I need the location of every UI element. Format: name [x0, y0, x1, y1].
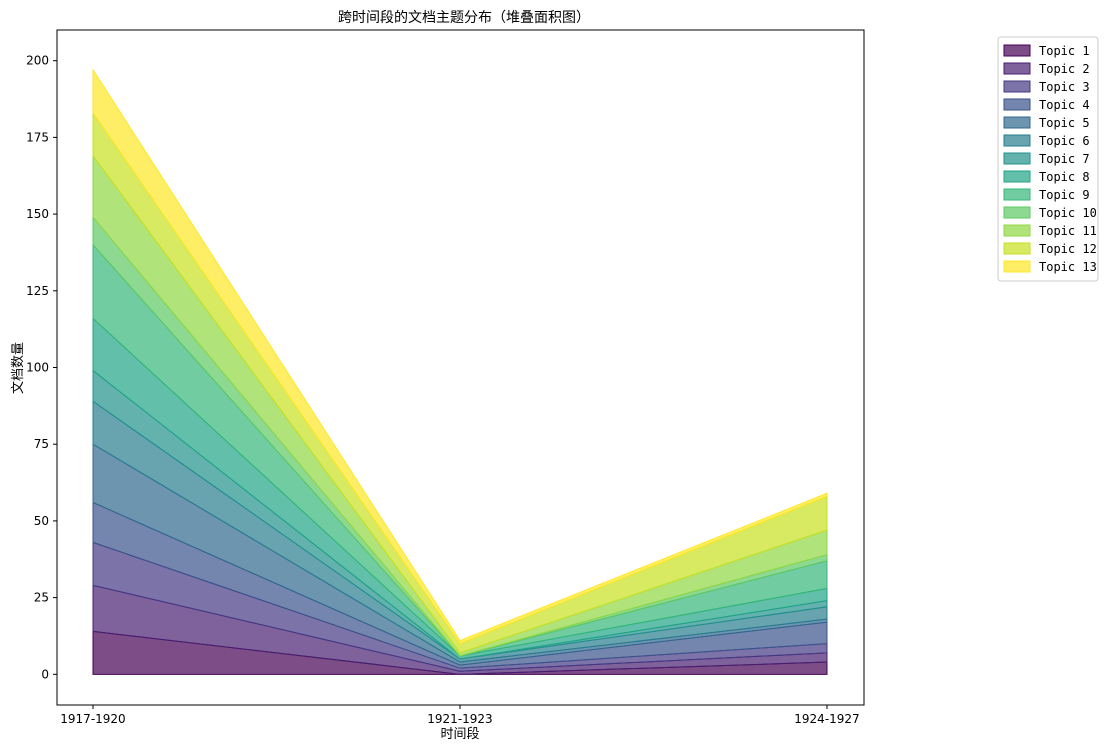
legend-label-topic-5: Topic 5 [1039, 116, 1090, 130]
legend-swatch-topic-3 [1003, 80, 1031, 93]
chart-title: 跨时间段的文档主题分布（堆叠面积图） [338, 10, 590, 26]
legend-swatch-topic-2 [1003, 62, 1031, 75]
legend-swatch-topic-7 [1003, 152, 1031, 165]
legend: Topic 1 Topic 2 Topic 3 Topic 4 Topic 5 Topic… [997, 36, 1099, 282]
legend-swatch-topic-5 [1003, 116, 1031, 129]
y-tick-label: 200 [26, 54, 49, 68]
area-topic-13 [92, 68, 828, 645]
x-tick-label: 1921-1923 [427, 712, 492, 726]
legend-swatch-topic-11 [1003, 224, 1031, 237]
legend-label-topic-7: Topic 7 [1039, 152, 1090, 166]
y-tick-label: 125 [26, 284, 49, 298]
y-axis: 0 25 50 75 100 125 150 175 200 [26, 54, 57, 681]
x-axis: 1917-1920 1921-1923 1924-1927 [60, 705, 860, 726]
area-layers [92, 68, 828, 675]
legend-label-topic-9: Topic 9 [1039, 188, 1090, 202]
y-axis-label: 文档数量 [11, 342, 26, 394]
y-tick-label: 0 [41, 667, 49, 681]
legend-label-topic-3: Topic 3 [1039, 80, 1090, 94]
legend-swatch-topic-9 [1003, 188, 1031, 201]
legend-label-topic-1: Topic 1 [1039, 44, 1090, 58]
legend-label-topic-6: Topic 6 [1039, 134, 1090, 148]
legend-label-topic-8: Topic 8 [1039, 170, 1090, 184]
y-tick-label: 100 [26, 361, 49, 375]
y-tick-label: 175 [26, 130, 49, 144]
legend-swatch-topic-6 [1003, 134, 1031, 147]
x-tick-label: 1917-1920 [60, 712, 125, 726]
x-axis-label: 时间段 [440, 727, 479, 742]
legend-label-topic-2: Topic 2 [1039, 62, 1090, 76]
legend-swatch-topic-8 [1003, 170, 1031, 183]
y-tick-label: 50 [34, 514, 49, 528]
legend-swatch-topic-1 [1003, 44, 1031, 57]
legend-label-topic-10: Topic 10 [1039, 206, 1097, 220]
legend-label-topic-12: Topic 12 [1039, 242, 1097, 256]
y-tick-label: 150 [26, 207, 49, 221]
legend-label-topic-13: Topic 13 [1039, 260, 1097, 274]
legend-swatch-topic-13 [1003, 260, 1031, 273]
legend-frame [997, 36, 1099, 282]
legend-swatch-topic-4 [1003, 98, 1031, 111]
legend-label-topic-4: Topic 4 [1039, 98, 1090, 112]
x-tick-label: 1924-1927 [794, 712, 859, 726]
legend-label-topic-11: Topic 11 [1039, 224, 1097, 238]
legend-swatch-topic-12 [1003, 242, 1031, 255]
y-tick-label: 25 [34, 591, 49, 605]
y-tick-label: 75 [34, 437, 49, 451]
legend-swatch-topic-10 [1003, 206, 1031, 219]
